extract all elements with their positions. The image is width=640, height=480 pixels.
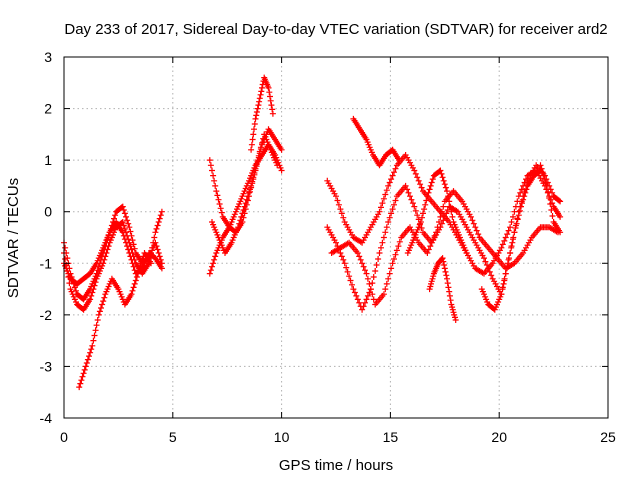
track-seg3-d: [350, 115, 403, 169]
track-seg3-h: [537, 162, 564, 236]
marker-series: [478, 167, 544, 313]
x-tick-label: 5: [169, 429, 177, 445]
chart-title: Day 233 of 2017, Sidereal Day-to-day VTE…: [64, 21, 607, 38]
track-seg3-g: [478, 167, 544, 313]
y-tick-label: -2: [40, 307, 53, 323]
axis-ticks: [63, 56, 609, 419]
x-tick-label: 10: [274, 429, 290, 445]
x-tick-label: 25: [600, 429, 616, 445]
marker-series: [404, 167, 470, 256]
x-tick-label: 0: [60, 429, 68, 445]
marker-series: [426, 255, 459, 323]
y-tick-label: -1: [40, 255, 53, 271]
y-tick-labels: -4 -3 -2 -1 0 1 2 3: [40, 49, 53, 426]
marker-series: [76, 250, 154, 391]
marker-series: [248, 74, 276, 153]
y-tick-label: -4: [40, 410, 53, 426]
data-markers: [61, 74, 564, 391]
y-tick-label: 1: [44, 152, 52, 168]
marker-series: [61, 219, 165, 287]
track-seg1-d: [76, 250, 154, 391]
x-tick-label: 15: [383, 429, 399, 445]
x-tick-labels: 0 5 10 15 20 25: [60, 429, 616, 445]
track-seg2-d: [248, 74, 276, 153]
y-tick-label: 0: [44, 204, 52, 220]
track-seg2-c: [209, 131, 281, 256]
marker-series: [206, 126, 285, 236]
plot-frame: [63, 56, 609, 419]
track-seg3-c: [328, 188, 561, 308]
grid-lines: [64, 57, 608, 418]
track-seg2-b: [206, 126, 285, 236]
x-tick-label: 20: [491, 429, 507, 445]
marker-series: [350, 115, 403, 169]
marker-series: [209, 131, 281, 256]
marker-series: [328, 188, 561, 308]
marker-series: [537, 162, 564, 236]
y-axis-label: SDTVAR / TECUs: [5, 178, 22, 298]
track-seg3-e: [404, 167, 470, 256]
x-axis-label: GPS time / hours: [279, 457, 393, 474]
track-seg1-c: [61, 219, 165, 287]
y-tick-label: 2: [44, 101, 52, 117]
y-tick-label: 3: [44, 49, 52, 65]
track-seg3-f: [426, 255, 459, 323]
y-tick-label: -3: [40, 358, 53, 374]
